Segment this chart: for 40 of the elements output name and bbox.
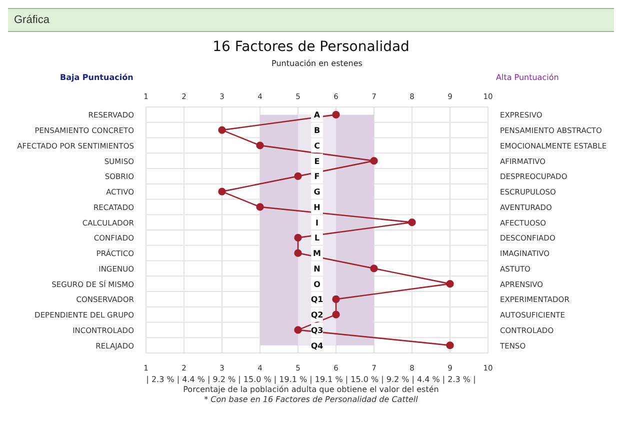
annotation: Q3 [310,326,324,335]
point [256,142,264,150]
point [294,326,302,334]
y-axis-title: Baja Puntuación [60,73,134,82]
text: | 2.3 % | 4.4 % | 9.2 % | 15.0 % | 19.1 % | 19.1 % | 15.0 % | 9.2 % | 4.4 % | 2.3 % | [145,375,477,385]
x2-axis-title: Puntuación en estenes [270,59,364,68]
annotation: C [314,141,320,150]
point [446,341,454,350]
annotation: F [314,172,320,182]
chart-title: 16 Factores de Personalidad [212,39,410,55]
point [332,110,340,119]
point [294,234,302,242]
point [408,218,416,226]
text: Gráfica [8,8,614,32]
point [370,156,378,165]
point [256,203,264,211]
point [218,188,226,196]
point [370,264,378,272]
annotation: L [314,234,320,243]
annotation: B [314,126,320,136]
text: * Con base en 16 Factores de Personalidad de Cattell [203,395,419,405]
point [332,295,340,304]
point [294,172,302,180]
annotation: H [314,202,320,212]
point [332,310,340,318]
annotation: O [314,280,321,289]
annotation: I [316,218,319,228]
annotation: G [314,188,320,197]
point [294,249,302,257]
annotation: A [314,110,321,120]
annotation: N [314,264,320,274]
text: Porcentaje de la población adulta que obtiene el valor del estén [182,385,440,395]
point [218,126,226,134]
annotation: Q2 [310,310,324,320]
point [446,280,454,288]
annotation: Q1 [310,295,324,304]
annotation: Q4 [310,341,324,350]
annotation: M [313,249,322,258]
y2-axis-title: Alta Puntuación [496,73,559,82]
annotation: E [314,156,320,166]
